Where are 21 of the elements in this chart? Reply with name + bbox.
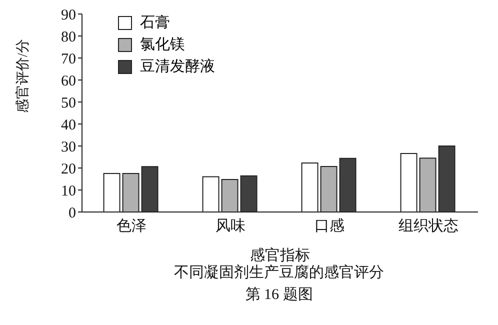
- legend-label: 石膏: [140, 14, 170, 33]
- y-axis-title: 感官评价/分: [14, 39, 31, 113]
- x-tick-label: 口感: [314, 218, 344, 235]
- y-tick-label: 30: [61, 139, 76, 156]
- text: 不同凝固剂生产豆腐的感官评分: [174, 265, 384, 281]
- x-tick-label: 组织状态: [398, 218, 458, 235]
- y-tick-label: 20: [61, 161, 76, 178]
- y-tick-label: 0: [68, 205, 76, 222]
- x-axis-title: 感官指标: [250, 247, 310, 264]
- legend-label: 豆清发酵液: [140, 58, 215, 77]
- y-tick-label: 40: [61, 117, 76, 134]
- y-tick-label: 50: [61, 95, 76, 112]
- y-tick-label: 10: [61, 183, 76, 200]
- y-tick-label: 80: [61, 29, 76, 46]
- y-tick-label: 90: [61, 7, 76, 24]
- text: 第 16 题图: [244, 286, 314, 305]
- legend-label: 氯化镁: [140, 36, 185, 55]
- x-tick-label: 风味: [216, 218, 246, 235]
- x-tick-label: 色泽: [116, 218, 146, 235]
- y-tick-label: 60: [61, 73, 76, 90]
- y-tick-label: 70: [61, 51, 76, 68]
